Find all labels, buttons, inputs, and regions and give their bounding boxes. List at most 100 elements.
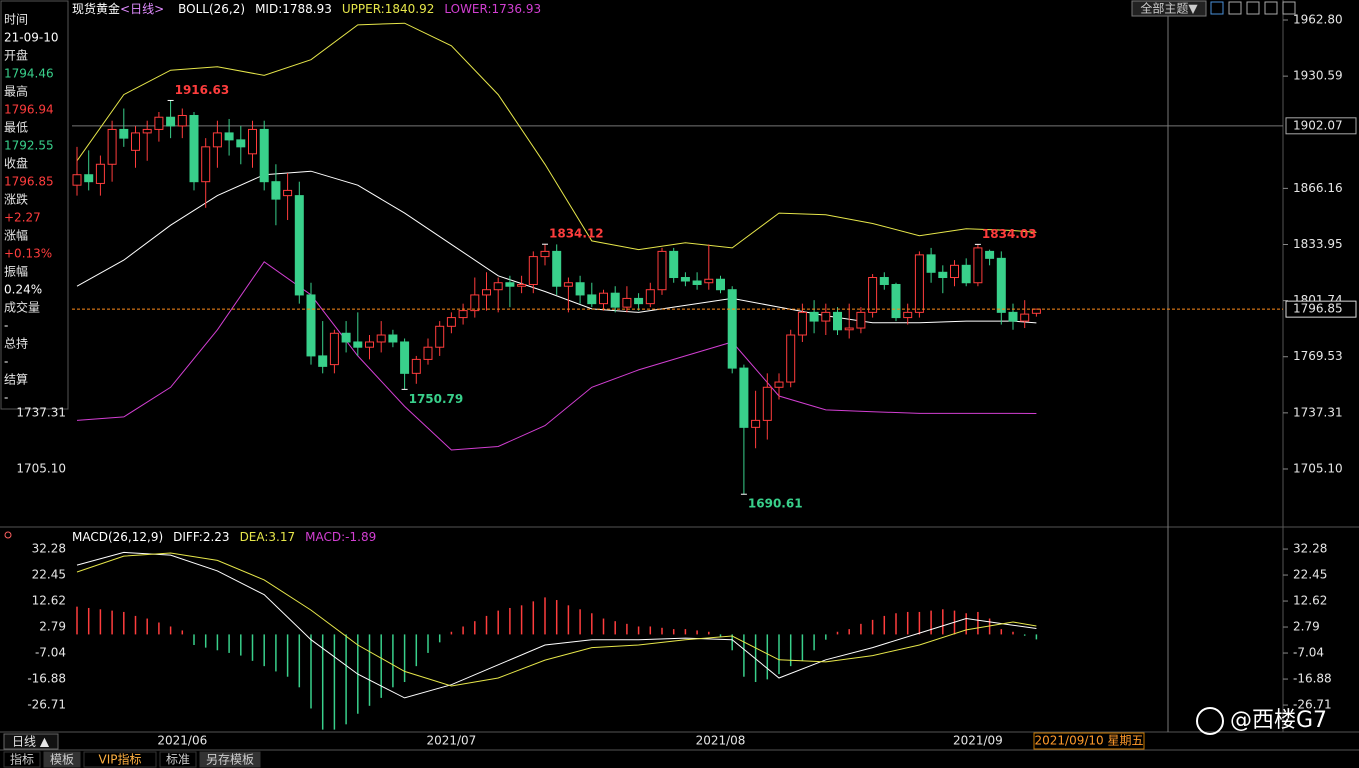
bottom-tab-label[interactable]: 指标 [10, 752, 34, 767]
candle-body [411, 358, 421, 374]
candle-body [575, 282, 585, 296]
candle-body [142, 128, 152, 134]
candle-body [657, 250, 667, 291]
x-tick-label: 2021/08 [696, 734, 746, 748]
candle-body [72, 174, 82, 186]
candle-body [833, 311, 842, 331]
info-label: 结算 [4, 372, 28, 387]
theme-menu-label[interactable]: 全部主题▼ [1140, 1, 1198, 16]
y-tick-label: 1705.10 [1293, 461, 1343, 475]
window-button[interactable] [1210, 1, 1224, 15]
crosshair-label: 1902.07 [1293, 118, 1343, 132]
candle-body [493, 282, 503, 291]
indicator-line [76, 261, 1037, 451]
bottom-tab[interactable] [43, 751, 81, 768]
y-tick-label: 12.62 [1293, 594, 1327, 608]
x-tick-label: 2021/06 [157, 734, 207, 748]
candle-body [318, 355, 328, 367]
candle-body [376, 334, 386, 343]
info-value: 1792.55 [4, 139, 54, 153]
candle-body [961, 264, 971, 284]
candle-body [985, 250, 995, 259]
candle-body [797, 311, 807, 336]
theme-menu[interactable] [1131, 0, 1207, 17]
candle-body [1031, 308, 1041, 314]
bottom-tab-label[interactable]: 模板 [50, 753, 74, 767]
window-button[interactable] [1282, 1, 1296, 15]
candle-body [306, 294, 316, 357]
legend-entry: <日线> [120, 2, 164, 16]
candle-body [926, 254, 936, 273]
candle-body [891, 283, 901, 319]
bottom-tab[interactable] [159, 751, 197, 768]
candle-body [856, 311, 866, 329]
candle-body [903, 311, 913, 319]
candle-body [786, 334, 796, 383]
y-tick-label: -16.88 [1293, 672, 1332, 686]
legend-entry: MID:1788.93 [255, 2, 332, 16]
y-tick-label: 1833.95 [1293, 237, 1343, 251]
legend-entry: UPPER:1840.92 [342, 2, 434, 16]
y-tick-label-left: 32.28 [32, 542, 66, 556]
candle-body [435, 325, 445, 348]
legend-entry: DIFF:2.23 [173, 530, 229, 544]
candle-body [634, 297, 644, 305]
bottom-tab-label[interactable]: 标准 [166, 753, 190, 767]
candle-body [821, 311, 831, 322]
bottom-tab[interactable] [199, 751, 261, 768]
candle-body [458, 310, 468, 319]
period-button-label[interactable]: 日线 ▲ [12, 735, 50, 749]
candle-body [914, 254, 924, 313]
candle-body [259, 128, 269, 183]
candle-body [774, 381, 784, 388]
annotation: 1690.61 [748, 497, 803, 511]
candle-body [482, 289, 491, 296]
y-tick-label: 22.45 [1293, 568, 1327, 582]
bottom-tab-label[interactable]: VIP指标 [99, 752, 142, 767]
window-button[interactable] [1246, 1, 1260, 15]
panel-icon [4, 531, 12, 539]
candle-body [879, 277, 889, 285]
info-label: 最低 [4, 121, 28, 135]
legend-entry: MACD(26,12,9) [72, 530, 163, 544]
last-price-label: 1796.85 [1293, 302, 1343, 316]
y-tick-label: 1769.53 [1293, 349, 1343, 363]
candle-body [294, 195, 304, 296]
candle-body [844, 327, 854, 331]
candle-body [540, 250, 550, 258]
candle-body [610, 292, 620, 308]
candle-body [563, 282, 573, 287]
legend: MACD(26,12,9) DIFF:2.23 DEA:3.17 MACD:-1.89 [72, 530, 376, 544]
bottom-tab[interactable] [3, 751, 41, 768]
info-label: 开盘 [4, 48, 28, 63]
window-button[interactable] [1264, 1, 1278, 15]
info-panel [0, 0, 69, 410]
info-label: 振幅 [4, 264, 28, 279]
candle-body [868, 277, 878, 313]
candle-body [938, 271, 948, 279]
info-label: 时间 [4, 13, 28, 27]
x-tick-label: 2021/09 [953, 734, 1003, 748]
candle-body [727, 289, 737, 369]
candle-body [212, 132, 222, 148]
period-button[interactable] [3, 733, 59, 750]
bottom-tab-label[interactable]: 另存模板 [206, 753, 254, 767]
annotation: 1750.79 [409, 392, 464, 406]
bottom-tab[interactable] [83, 751, 157, 768]
info-label: 收盘 [4, 156, 28, 171]
y-tick-label: 1866.16 [1293, 181, 1343, 195]
candle-body [329, 332, 339, 366]
candle-body [622, 297, 632, 308]
window-button[interactable] [1228, 1, 1242, 15]
watermark: @西楼G7 [1230, 708, 1327, 733]
y-tick-label-left: -16.88 [27, 672, 66, 686]
info-value: - [4, 319, 8, 333]
info-value: 1794.46 [4, 67, 54, 81]
watermark-logo [1196, 707, 1224, 735]
legend-entry: LOWER:1736.93 [444, 2, 541, 16]
y-tick-label: -7.04 [1293, 646, 1324, 660]
annotation: 1834.03 [982, 227, 1037, 241]
candle-body [680, 277, 690, 282]
